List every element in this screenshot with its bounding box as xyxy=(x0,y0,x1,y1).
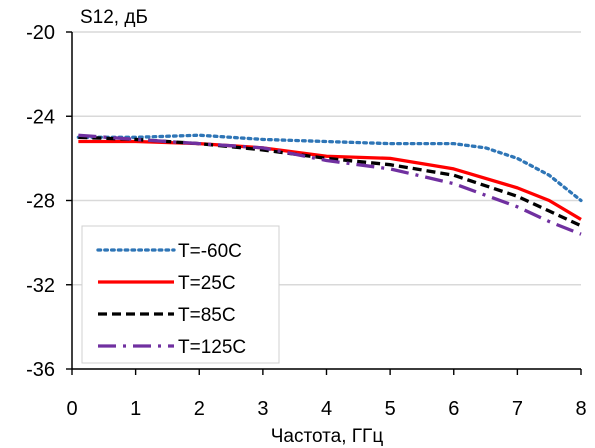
y-tick-label-3: -32 xyxy=(26,275,55,297)
y-tick-label-0: -20 xyxy=(26,22,55,44)
x-axis-label: Частота, ГГц xyxy=(271,426,384,447)
series-line-0 xyxy=(78,135,581,200)
x-tick-label-7: 7 xyxy=(512,398,523,420)
y-tick-label-2: -28 xyxy=(26,191,55,213)
x-tick-label-3: 3 xyxy=(257,398,268,420)
legend: T=-60C T=25C T=85C T=125C xyxy=(82,226,279,363)
x-tick-label-5: 5 xyxy=(385,398,396,420)
legend-label-2: T=85C xyxy=(178,305,236,326)
legend-label-3: T=125C xyxy=(178,337,246,358)
x-tick-label-6: 6 xyxy=(448,398,459,420)
x-tick-label-0: 0 xyxy=(66,398,77,420)
x-tick-label-8: 8 xyxy=(575,398,586,420)
x-tick-label-2: 2 xyxy=(194,398,205,420)
y-axis-label: S12, дБ xyxy=(80,7,148,28)
legend-label-0: T=-60C xyxy=(178,241,242,262)
series-lines xyxy=(78,135,581,234)
legend-label-1: T=25C xyxy=(178,273,236,294)
series-line-2 xyxy=(78,137,581,225)
y-tick-label-1: -24 xyxy=(26,106,55,128)
y-tick-label-4: -36 xyxy=(26,359,55,381)
x-tick-label-4: 4 xyxy=(321,398,332,420)
x-tick-label-1: 1 xyxy=(130,398,141,420)
